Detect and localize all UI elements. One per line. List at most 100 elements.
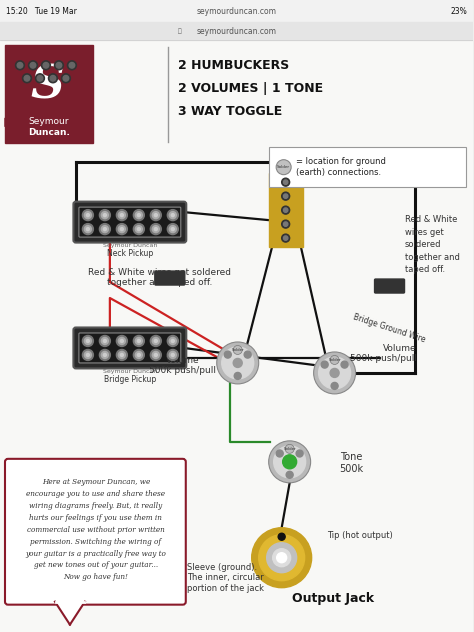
Text: Volume
500k push/pull: Volume 500k push/pull [349, 344, 417, 363]
Circle shape [282, 206, 290, 214]
Text: Tip (hot output): Tip (hot output) [327, 532, 392, 540]
Circle shape [321, 361, 328, 368]
Circle shape [167, 224, 178, 234]
Circle shape [24, 75, 30, 81]
Circle shape [133, 210, 144, 221]
Circle shape [100, 336, 110, 346]
Circle shape [86, 228, 90, 231]
Circle shape [282, 220, 290, 228]
Circle shape [16, 61, 25, 70]
Circle shape [283, 180, 288, 185]
Circle shape [118, 351, 125, 358]
Text: Duncan.: Duncan. [28, 128, 70, 137]
Circle shape [267, 543, 297, 573]
Circle shape [319, 357, 351, 389]
FancyBboxPatch shape [79, 207, 181, 237]
Text: Solder: Solder [277, 165, 290, 169]
Circle shape [281, 164, 290, 173]
Circle shape [171, 353, 174, 356]
Circle shape [282, 192, 290, 200]
Circle shape [282, 178, 290, 186]
Circle shape [283, 455, 297, 469]
Circle shape [152, 212, 159, 219]
Circle shape [283, 194, 288, 198]
Circle shape [155, 353, 157, 356]
Circle shape [116, 224, 128, 234]
Circle shape [116, 210, 128, 221]
Circle shape [282, 234, 290, 242]
Text: Solder: Solder [283, 447, 296, 451]
Circle shape [169, 226, 176, 233]
Circle shape [103, 339, 106, 343]
Circle shape [50, 75, 56, 81]
Circle shape [155, 228, 157, 231]
FancyBboxPatch shape [73, 202, 186, 243]
Text: Bridge Pickup: Bridge Pickup [104, 375, 156, 384]
Circle shape [314, 352, 356, 394]
Circle shape [86, 214, 90, 217]
Circle shape [273, 446, 306, 478]
Polygon shape [55, 602, 85, 624]
Circle shape [217, 342, 259, 384]
Circle shape [101, 212, 109, 219]
Text: Bridge Ground Wire: Bridge Ground Wire [352, 312, 426, 344]
Text: Sleeve (ground).
The inner, circular
portion of the jack: Sleeve (ground). The inner, circular por… [187, 562, 264, 593]
Circle shape [69, 63, 75, 68]
FancyBboxPatch shape [5, 459, 186, 605]
Circle shape [82, 336, 93, 346]
Circle shape [283, 208, 288, 212]
FancyBboxPatch shape [155, 271, 185, 285]
FancyBboxPatch shape [269, 147, 466, 187]
Circle shape [167, 336, 178, 346]
Circle shape [150, 336, 161, 346]
Text: Output Jack: Output Jack [292, 592, 374, 605]
Circle shape [133, 349, 144, 360]
Circle shape [22, 74, 31, 83]
Circle shape [296, 450, 303, 457]
Text: Tone
500k: Tone 500k [339, 453, 364, 474]
Circle shape [155, 339, 157, 343]
Circle shape [283, 236, 288, 240]
Bar [5, 46, 93, 143]
Circle shape [137, 339, 140, 343]
Circle shape [276, 160, 291, 174]
Text: 2 HUMBUCKERS: 2 HUMBUCKERS [178, 59, 289, 72]
Circle shape [233, 358, 242, 367]
Circle shape [101, 337, 109, 344]
Circle shape [55, 61, 64, 70]
Text: 2 VOLUMES | 1 TONE: 2 VOLUMES | 1 TONE [178, 82, 323, 95]
Circle shape [222, 347, 254, 379]
Circle shape [100, 210, 110, 221]
Circle shape [82, 210, 93, 221]
Circle shape [169, 351, 176, 358]
Circle shape [285, 444, 294, 453]
Bar [0, 22, 474, 40]
Circle shape [136, 226, 142, 233]
Circle shape [84, 212, 91, 219]
Circle shape [276, 450, 283, 457]
Circle shape [82, 349, 93, 360]
Circle shape [48, 74, 57, 83]
Circle shape [86, 339, 90, 343]
Circle shape [169, 212, 176, 219]
Text: Solder: Solder [328, 358, 341, 362]
Circle shape [43, 63, 49, 68]
Circle shape [120, 214, 123, 217]
Circle shape [137, 353, 140, 356]
Circle shape [103, 214, 106, 217]
Circle shape [17, 63, 23, 68]
Circle shape [84, 351, 91, 358]
Circle shape [63, 75, 69, 81]
Circle shape [150, 224, 161, 234]
Circle shape [167, 349, 178, 360]
Circle shape [136, 351, 142, 358]
Circle shape [171, 214, 174, 217]
Text: Seymour Duncan: Seymour Duncan [103, 243, 157, 248]
Text: Red & White
wires get
soldered
together and
taped off.: Red & White wires get soldered together … [404, 215, 459, 274]
Text: 3 WAY TOGGLE: 3 WAY TOGGLE [178, 105, 282, 118]
FancyBboxPatch shape [374, 279, 404, 293]
Circle shape [84, 226, 91, 233]
Circle shape [41, 61, 50, 70]
Circle shape [252, 528, 311, 588]
Circle shape [269, 441, 310, 483]
